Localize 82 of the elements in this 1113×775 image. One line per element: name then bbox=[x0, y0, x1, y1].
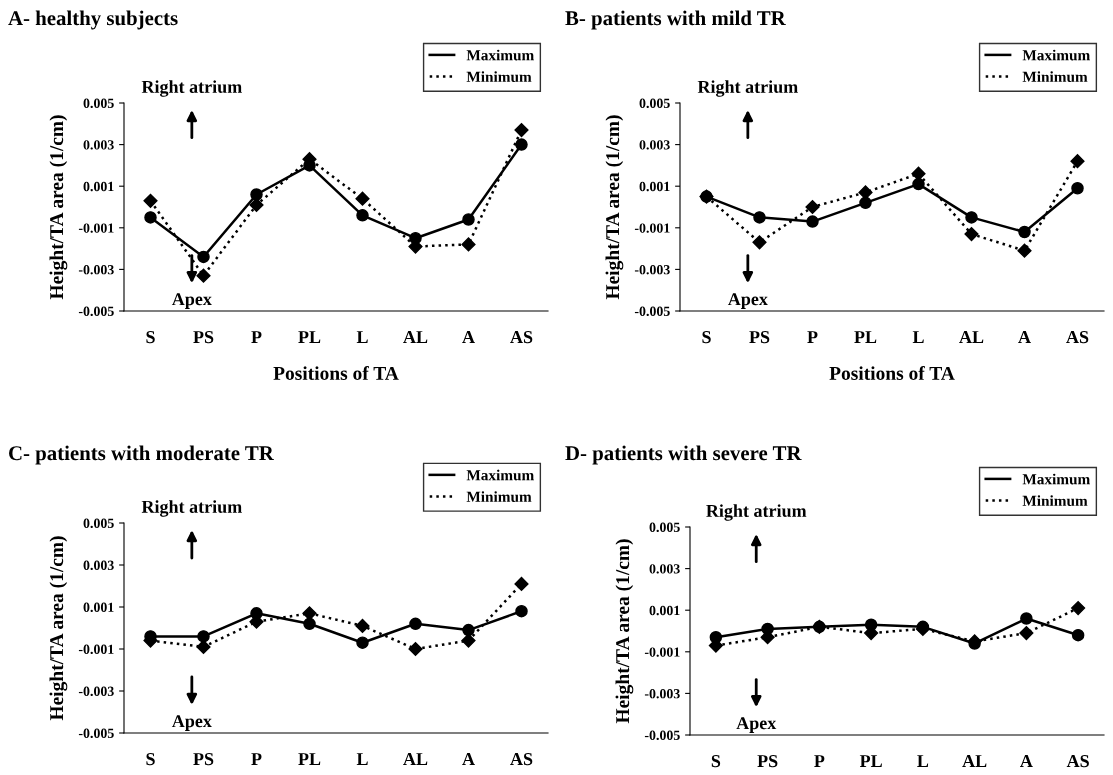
x-tick-label: PL bbox=[859, 755, 882, 767]
y-tick-label: -0.001 bbox=[78, 223, 114, 233]
x-tick-label: AS bbox=[1066, 331, 1089, 344]
x-tick-label: AS bbox=[1066, 755, 1089, 768]
annotation: Apex bbox=[727, 293, 768, 309]
y-tick-label: -0.003 bbox=[78, 264, 114, 275]
text: Right atrium bbox=[141, 500, 242, 517]
x-tick-label: A bbox=[462, 331, 475, 343]
y-tick-label: -0.003 bbox=[644, 688, 680, 699]
x-tick-label: AS bbox=[510, 753, 533, 766]
text: Right atrium bbox=[706, 504, 807, 521]
x-tick-label: P bbox=[251, 331, 262, 343]
x-tick-label: S bbox=[146, 331, 155, 344]
y-tick-label: 0.003 bbox=[639, 140, 670, 150]
x-tick-label: AL bbox=[403, 331, 428, 343]
annotation: Apex bbox=[171, 293, 212, 309]
x-tick-label: P bbox=[251, 753, 262, 765]
x-tick-label: AL bbox=[962, 755, 987, 767]
y-tick-label: 0.005 bbox=[83, 98, 114, 109]
legend-label: Minimum bbox=[1022, 71, 1088, 83]
legend-label: Minimum bbox=[466, 491, 532, 502]
y-tick-label: -0.005 bbox=[634, 306, 670, 317]
x-tick-label: PS bbox=[193, 753, 214, 766]
y-tick-label: -0.005 bbox=[78, 728, 114, 739]
x-tick-label: AS bbox=[510, 331, 533, 344]
y-tick-label: 0.003 bbox=[83, 140, 114, 150]
annotation: Apex bbox=[736, 717, 777, 733]
y-tick-label: -0.001 bbox=[644, 647, 680, 657]
chart-title: C- patients with moderate TR bbox=[9, 445, 274, 465]
legend-label: Maximum bbox=[466, 469, 534, 481]
y-tick-label: -0.003 bbox=[634, 264, 670, 275]
x-tick-label: L bbox=[356, 331, 368, 343]
y-axis-title: Height/TA area (1/cm) bbox=[605, 115, 624, 300]
x-tick-label: P bbox=[807, 331, 818, 343]
x-tick-label: A bbox=[1018, 331, 1031, 343]
x-tick-label: PS bbox=[193, 331, 214, 344]
y-tick-label: 0.003 bbox=[649, 564, 680, 574]
x-tick-label: PS bbox=[749, 331, 770, 344]
x-tick-label: PL bbox=[298, 331, 321, 343]
chart-title: B- patients with mild TR bbox=[565, 10, 786, 30]
x-tick-label: S bbox=[711, 755, 721, 768]
x-tick-label: S bbox=[146, 753, 155, 766]
x-axis-title: Positions of TA bbox=[829, 366, 955, 380]
y-axis-title: Height/TA area (1/cm) bbox=[615, 539, 634, 724]
text: Right atrium bbox=[697, 80, 798, 97]
y-axis-title: Height/TA area (1/cm) bbox=[49, 536, 68, 721]
y-tick-label: -0.005 bbox=[78, 306, 114, 317]
x-tick-label: P bbox=[814, 755, 825, 767]
y-tick-label: 0.005 bbox=[83, 518, 114, 529]
y-tick-label: -0.003 bbox=[78, 686, 114, 697]
x-tick-label: S bbox=[702, 331, 711, 344]
y-tick-label: 0.001 bbox=[83, 181, 114, 192]
y-tick-label: 0.005 bbox=[649, 522, 680, 533]
x-tick-label: L bbox=[912, 331, 924, 343]
y-axis-title: Height/TA area (1/cm) bbox=[49, 115, 68, 300]
legend-label: Maximum bbox=[1022, 49, 1090, 61]
y-tick-label: 0.003 bbox=[83, 560, 114, 571]
y-tick-label: 0.001 bbox=[83, 602, 114, 613]
y-tick-label: -0.001 bbox=[634, 223, 670, 233]
y-tick-label: -0.005 bbox=[644, 730, 680, 741]
chart-title: A- healthy subjects bbox=[8, 10, 178, 30]
legend-label: Maximum bbox=[1022, 473, 1090, 485]
chart-title: D- patients with severe TR bbox=[565, 445, 802, 465]
y-tick-label: 0.001 bbox=[639, 181, 670, 192]
y-tick-label: 0.001 bbox=[649, 605, 680, 616]
x-tick-label: A bbox=[462, 753, 475, 765]
x-tick-label: AL bbox=[403, 753, 428, 765]
x-tick-label: PS bbox=[757, 755, 778, 768]
text: Right atrium bbox=[141, 80, 242, 97]
x-tick-label: PL bbox=[854, 331, 877, 343]
x-tick-label: PL bbox=[298, 753, 321, 765]
annotation: Apex bbox=[171, 715, 212, 731]
y-tick-label: 0.005 bbox=[639, 98, 670, 109]
legend-label: Minimum bbox=[1022, 495, 1088, 507]
x-tick-label: L bbox=[917, 755, 929, 767]
y-tick-label: -0.001 bbox=[78, 644, 114, 655]
x-axis-title: Positions of TA bbox=[273, 366, 399, 380]
legend-label: Minimum bbox=[466, 71, 532, 83]
x-tick-label: A bbox=[1020, 755, 1033, 767]
x-tick-label: AL bbox=[959, 331, 984, 343]
x-tick-label: L bbox=[356, 753, 368, 765]
legend-label: Maximum bbox=[466, 49, 534, 61]
